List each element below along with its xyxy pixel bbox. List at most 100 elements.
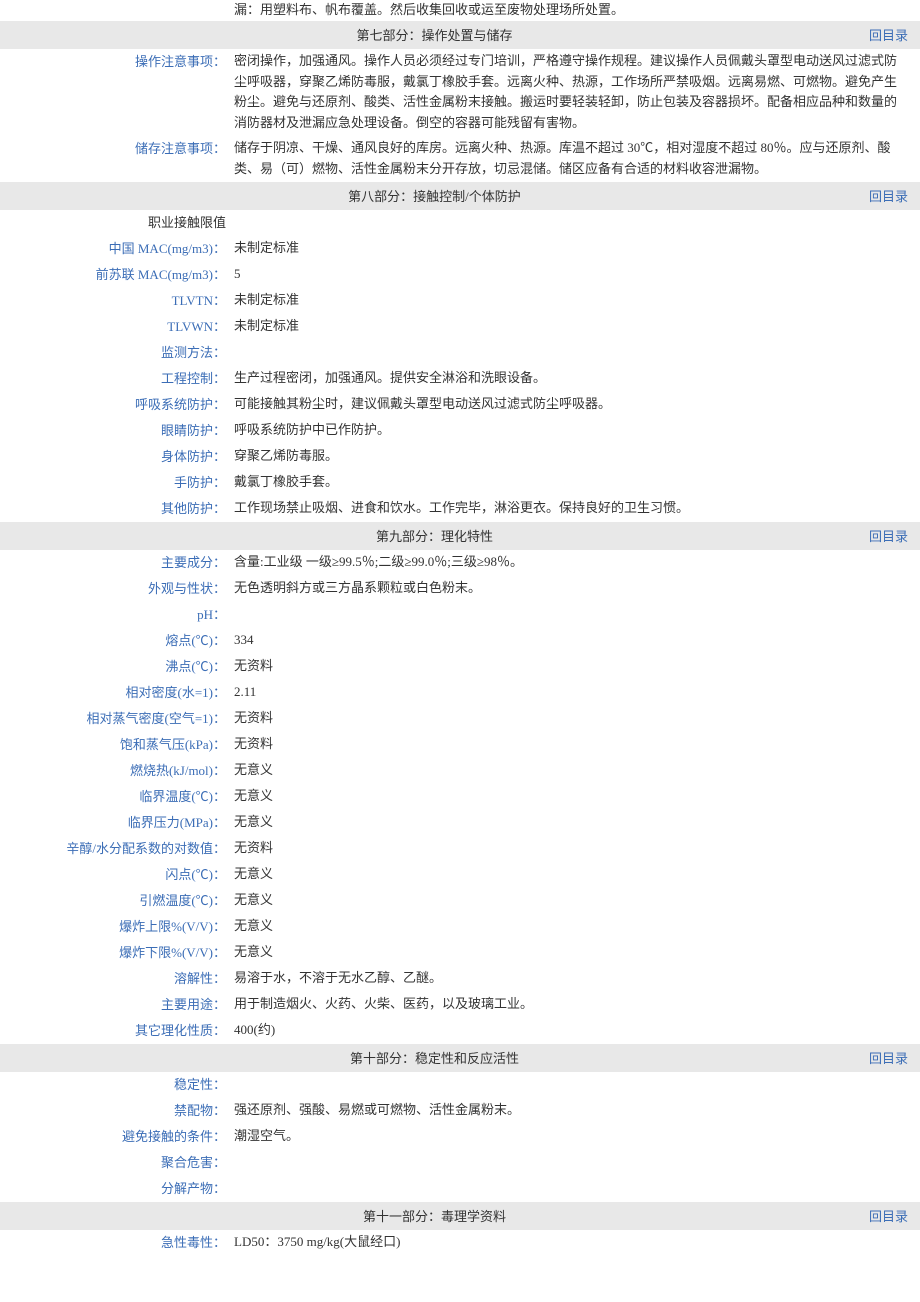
section-7-rows: 操作注意事项：密闭操作，加强通风。操作人员必须经过专门培训，严格遵守操作规程。建… [0, 49, 920, 182]
property-row: 爆炸上限%(V/V)：无意义 [0, 914, 920, 940]
property-label: 相对蒸气密度(空气=1)： [0, 708, 234, 727]
property-value: 穿聚乙烯防毒服。 [234, 446, 920, 467]
property-value: 无意义 [234, 864, 920, 885]
property-value: LD50：3750 mg/kg(大鼠经口) [234, 1232, 920, 1253]
property-label: 引燃温度(℃)： [0, 890, 234, 909]
section-7-header: 第七部分：操作处置与储存 回目录 [0, 21, 920, 49]
property-row: 临界压力(MPa)：无意义 [0, 810, 920, 836]
property-row: 相对密度(水=1)：2.11 [0, 680, 920, 706]
property-value: 无资料 [234, 656, 920, 677]
property-value: 生产过程密闭，加强通风。提供安全淋浴和洗眼设备。 [234, 368, 920, 389]
section-8-header: 第八部分：接触控制/个体防护 回目录 [0, 182, 920, 210]
property-value: 易溶于水，不溶于无水乙醇、乙醚。 [234, 968, 920, 989]
property-value: 含量:工业级 一级≥99.5％;二级≥99.0％;三级≥98％。 [234, 552, 920, 573]
property-label: 操作注意事项： [0, 51, 234, 70]
property-value: 未制定标准 [234, 290, 920, 311]
property-value: 400(约) [234, 1020, 920, 1041]
property-value: 工作现场禁止吸烟、进食和饮水。工作完毕，淋浴更衣。保持良好的卫生习惯。 [234, 498, 920, 519]
property-label: 工程控制： [0, 368, 234, 387]
section-8-title: 第八部分：接触控制/个体防护 [0, 186, 869, 205]
property-label: 监测方法： [0, 342, 234, 361]
property-row: 呼吸系统防护：可能接触其粉尘时，建议佩戴头罩型电动送风过滤式防尘呼吸器。 [0, 392, 920, 418]
property-label: 中国 MAC(mg/m3)： [0, 238, 234, 257]
section-7-title: 第七部分：操作处置与储存 [0, 25, 869, 44]
property-label: 爆炸上限%(V/V)： [0, 916, 234, 935]
section-9-title: 第九部分：理化特性 [0, 526, 869, 545]
property-value: 无意义 [234, 786, 920, 807]
property-row: 引燃温度(℃)：无意义 [0, 888, 920, 914]
property-value: 5 [234, 264, 920, 285]
property-label: 职业接触限值 [0, 212, 234, 231]
back-to-toc-link[interactable]: 回目录 [869, 526, 920, 545]
property-value: 无意义 [234, 760, 920, 781]
property-value: 未制定标准 [234, 238, 920, 259]
property-row: 监测方法： [0, 340, 920, 366]
property-label: 辛醇/水分配系数的对数值： [0, 838, 234, 857]
property-label: 燃烧热(kJ/mol)： [0, 760, 234, 779]
back-to-toc-link[interactable]: 回目录 [869, 1048, 920, 1067]
property-label: 主要成分： [0, 552, 234, 571]
section-10-header: 第十部分：稳定性和反应活性 回目录 [0, 1044, 920, 1072]
property-label: 沸点(℃)： [0, 656, 234, 675]
property-value: 2.11 [234, 682, 920, 703]
property-label: 溶解性： [0, 968, 234, 987]
property-label: 前苏联 MAC(mg/m3)： [0, 264, 234, 283]
property-row: 操作注意事项：密闭操作，加强通风。操作人员必须经过专门培训，严格遵守操作规程。建… [0, 49, 920, 136]
property-row: 其它理化性质：400(约) [0, 1018, 920, 1044]
property-value: 无意义 [234, 812, 920, 833]
property-row: 熔点(℃)：334 [0, 628, 920, 654]
property-label: TLVTN： [0, 290, 234, 309]
property-label: 禁配物： [0, 1100, 234, 1119]
property-row: 分解产物： [0, 1176, 920, 1202]
property-row: 急性毒性：LD50：3750 mg/kg(大鼠经口) [0, 1230, 920, 1256]
property-label: 急性毒性： [0, 1232, 234, 1251]
property-row: 手防护：戴氯丁橡胶手套。 [0, 470, 920, 496]
property-row: pH： [0, 602, 920, 628]
section-9-rows: 主要成分：含量:工业级 一级≥99.5％;二级≥99.0％;三级≥98％。外观与… [0, 550, 920, 1044]
property-value: 用于制造烟火、火药、火柴、医药，以及玻璃工业。 [234, 994, 920, 1015]
property-row: 储存注意事项：储存于阴凉、干燥、通风良好的库房。远离火种、热源。库温不超过 30… [0, 136, 920, 182]
property-value: 无资料 [234, 734, 920, 755]
property-row: 眼睛防护：呼吸系统防护中已作防护。 [0, 418, 920, 444]
back-to-toc-link[interactable]: 回目录 [869, 1206, 920, 1225]
property-label: 相对密度(水=1)： [0, 682, 234, 701]
property-value: 无意义 [234, 916, 920, 937]
property-label: 熔点(℃)： [0, 630, 234, 649]
property-label: 外观与性状： [0, 578, 234, 597]
property-label: 其他防护： [0, 498, 234, 517]
property-label: 其它理化性质： [0, 1020, 234, 1039]
prev-section-continuation: 漏：用塑料布、帆布覆盖。然后收集回收或运至废物处理场所处置。 [0, 0, 920, 21]
property-label: 临界温度(℃)： [0, 786, 234, 805]
property-value: 无资料 [234, 708, 920, 729]
property-row: 禁配物：强还原剂、强酸、易燃或可燃物、活性金属粉末。 [0, 1098, 920, 1124]
property-row: 稳定性： [0, 1072, 920, 1098]
property-label: 临界压力(MPa)： [0, 812, 234, 831]
property-label: 手防护： [0, 472, 234, 491]
property-row: 其他防护：工作现场禁止吸烟、进食和饮水。工作完毕，淋浴更衣。保持良好的卫生习惯。 [0, 496, 920, 522]
property-row: 主要成分：含量:工业级 一级≥99.5％;二级≥99.0％;三级≥98％。 [0, 550, 920, 576]
section-11-header: 第十一部分：毒理学资料 回目录 [0, 1202, 920, 1230]
property-value: 无意义 [234, 942, 920, 963]
property-label: 避免接触的条件： [0, 1126, 234, 1145]
property-row: 聚合危害： [0, 1150, 920, 1176]
back-to-toc-link[interactable]: 回目录 [869, 186, 920, 205]
property-value: 无色透明斜方或三方晶系颗粒或白色粉末。 [234, 578, 920, 599]
property-value: 强还原剂、强酸、易燃或可燃物、活性金属粉末。 [234, 1100, 920, 1121]
property-row: 外观与性状：无色透明斜方或三方晶系颗粒或白色粉末。 [0, 576, 920, 602]
property-value: 无资料 [234, 838, 920, 859]
property-value: 储存于阴凉、干燥、通风良好的库房。远离火种、热源。库温不超过 30℃，相对湿度不… [234, 138, 920, 180]
section-10-title: 第十部分：稳定性和反应活性 [0, 1048, 869, 1067]
property-label: TLVWN： [0, 316, 234, 335]
property-label: 饱和蒸气压(kPa)： [0, 734, 234, 753]
property-label: 分解产物： [0, 1178, 234, 1197]
property-row: 闪点(℃)：无意义 [0, 862, 920, 888]
section-9-header: 第九部分：理化特性 回目录 [0, 522, 920, 550]
property-label: 聚合危害： [0, 1152, 234, 1171]
back-to-toc-link[interactable]: 回目录 [869, 25, 920, 44]
property-row: 相对蒸气密度(空气=1)：无资料 [0, 706, 920, 732]
property-row: 临界温度(℃)：无意义 [0, 784, 920, 810]
property-row: 沸点(℃)：无资料 [0, 654, 920, 680]
property-row: 工程控制：生产过程密闭，加强通风。提供安全淋浴和洗眼设备。 [0, 366, 920, 392]
section-8-rows: 职业接触限值中国 MAC(mg/m3)：未制定标准前苏联 MAC(mg/m3)：… [0, 210, 920, 522]
section-11-rows: 急性毒性：LD50：3750 mg/kg(大鼠经口) [0, 1230, 920, 1256]
